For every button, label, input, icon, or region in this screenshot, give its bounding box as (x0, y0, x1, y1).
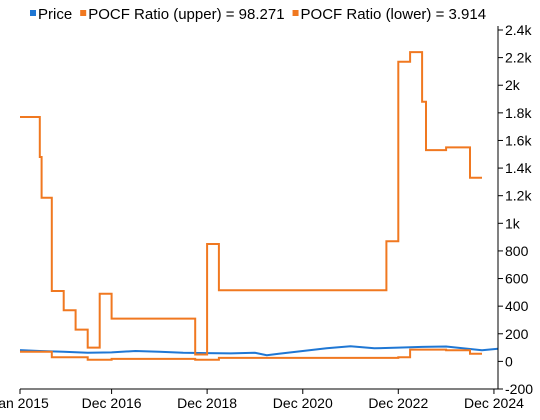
series-line-pocf-ratio-upper- (20, 51, 482, 356)
series-line-pocf-ratio-lower- (20, 348, 482, 361)
y-tick-label: 1.4k (505, 160, 532, 176)
y-tick-label: -200 (505, 381, 533, 397)
y-tick-label: 200 (505, 326, 529, 342)
y-tick-label: 0 (505, 353, 513, 369)
legend-label: POCF Ratio (upper) = 98.271 (88, 6, 284, 23)
series-layer (19, 51, 499, 361)
series-line-price (19, 345, 499, 357)
x-tick-label: Dec 2024 (464, 395, 524, 411)
x-tick-label: Dec 2020 (273, 395, 333, 411)
x-tick-label: Dec 2016 (82, 395, 142, 411)
y-tick-label: 600 (505, 271, 529, 287)
legend-label: Price (38, 6, 72, 23)
x-tick-label: Dec 2018 (177, 395, 237, 411)
legend: Price POCF Ratio (upper) = 98.271 POCF Rat… (30, 6, 486, 23)
y-tick-label: 1k (505, 215, 521, 231)
y-tick-label: 2k (505, 77, 521, 93)
y-tick-label: 1.8k (505, 105, 532, 121)
legend-swatch (292, 10, 299, 16)
axes: 2.4k 2.2k 2k 1.8k 1.6k 1.4k 1.2k 1k 800 600 400 200… (0, 22, 533, 411)
legend-swatch (30, 10, 36, 16)
y-tick-label: 2.2k (505, 50, 532, 66)
legend-label: POCF Ratio (lower) = 3.914 (301, 6, 487, 23)
y-tick-label: 1.2k (505, 188, 532, 204)
x-tick-label: Dec 2022 (368, 395, 428, 411)
y-tick-label: 400 (505, 298, 529, 314)
y-tick-label: 1.6k (505, 132, 532, 148)
y-tick-label: 800 (505, 243, 529, 259)
legend-swatch (80, 10, 87, 16)
y-tick-label: 2.4k (505, 22, 532, 38)
x-tick-label: Jan 2015 (0, 395, 49, 411)
